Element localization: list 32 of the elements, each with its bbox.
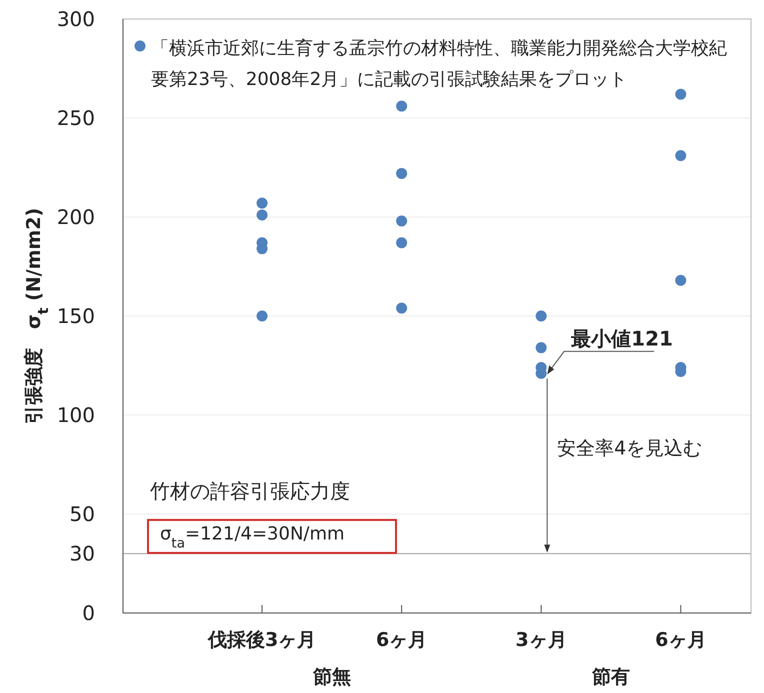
point [536,342,547,354]
point [396,237,408,248]
point [256,210,268,221]
y-tick-label: 250 [56,106,95,130]
annotation: 最小値121 [570,326,673,350]
y-tick-label: 200 [56,205,95,229]
text: 節有 [590,666,630,688]
annotation: 安全率4を見込む [557,438,702,460]
legend-label: 「横浜市近郊に生育する孟宗竹の材料特性、職業能力開発総合大学校紀要第23号、2008年2月」に記載の引張試験結果をプロット [151,37,728,92]
y-tick-label: 150 [56,304,95,328]
point [256,310,268,322]
point [396,168,408,179]
point [396,302,408,314]
point [675,88,686,100]
annotation: σ$_{ta}$=121/4=30N/mm [160,524,345,552]
point [675,274,686,286]
annotation: 竹材の許容引張応力度 [150,479,350,504]
x-tick-label: 6ヶ月 [376,629,428,651]
point [396,215,408,226]
y-tick-label: 0 [82,601,95,625]
y-tick-label: 30 [70,542,95,566]
y-tick-label: 300 [56,7,95,31]
point [396,100,408,112]
point [256,198,268,209]
x-tick-label: 3ヶ月 [516,629,567,651]
y-tick-label: 50 [70,502,95,526]
x-tick-label: 6ヶ月 [655,629,706,651]
y-tick-label: 100 [56,403,95,427]
point [536,310,547,322]
x-tick-label: 伐採後3ヶ月 [206,629,316,651]
point [675,150,686,162]
text: 節無 [312,666,351,688]
